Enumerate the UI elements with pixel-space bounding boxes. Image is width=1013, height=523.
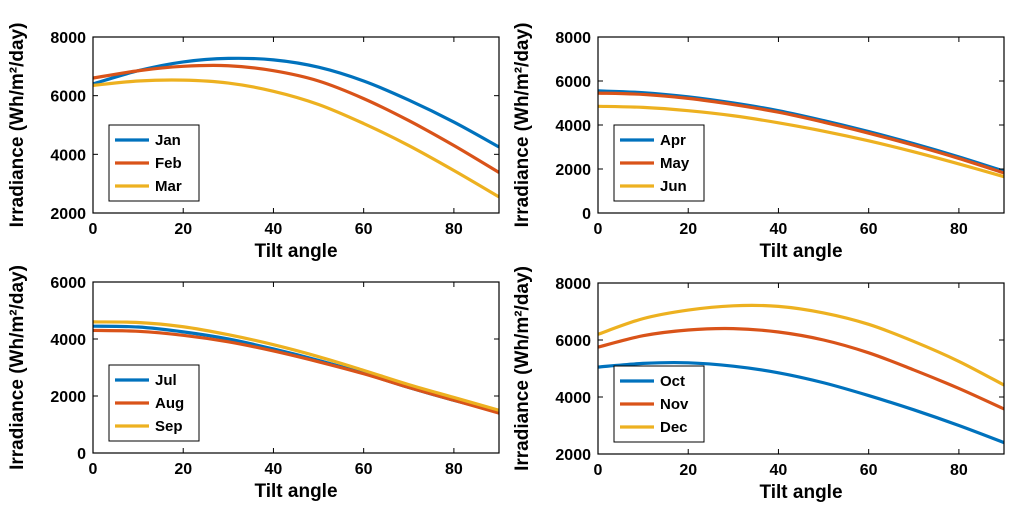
legend-entry-jun: Jun bbox=[660, 178, 687, 195]
x-tick-label: 80 bbox=[950, 462, 968, 479]
legend: Jul Aug Sep bbox=[108, 364, 200, 442]
x-tick-label: 80 bbox=[445, 221, 463, 238]
legend-entry-may: May bbox=[660, 155, 690, 172]
plot-frame bbox=[92, 281, 500, 454]
series-line-nov bbox=[598, 326, 1004, 411]
y-tick-label: 6000 bbox=[555, 74, 591, 91]
legend: Oct Nov Dec bbox=[613, 365, 705, 443]
x-tick-label: 40 bbox=[265, 461, 283, 478]
legend-entry-sep: Sep bbox=[155, 418, 183, 435]
x-tick-label: 60 bbox=[355, 221, 373, 238]
x-axis-label: Tilt angle bbox=[254, 481, 337, 502]
plot-frame bbox=[597, 282, 1005, 455]
x-tick-label: 20 bbox=[174, 221, 192, 238]
legend-entry-nov: Nov bbox=[660, 396, 689, 413]
x-axis-label: Tilt angle bbox=[254, 241, 337, 262]
x-axis-label: Tilt angle bbox=[759, 482, 842, 503]
y-tick-label: 6000 bbox=[50, 275, 86, 292]
series-line-dec bbox=[598, 303, 1004, 387]
x-tick-label: 40 bbox=[770, 221, 788, 238]
y-axis-label: Irradiance (Wh/m²/day) bbox=[7, 265, 28, 470]
series-line-jun bbox=[598, 104, 1004, 179]
legend: Jan Feb Mar bbox=[108, 124, 200, 202]
series-line-oct bbox=[598, 360, 1004, 445]
y-tick-label: 4000 bbox=[50, 147, 86, 164]
y-tick-label: 6000 bbox=[555, 333, 591, 350]
series-line-feb bbox=[93, 63, 499, 174]
legend-entry-jan: Jan bbox=[155, 132, 181, 149]
x-tick-label: 0 bbox=[89, 461, 98, 478]
series-line-may bbox=[598, 91, 1004, 175]
legend-entry-dec: Dec bbox=[660, 419, 688, 436]
x-tick-label: 0 bbox=[594, 221, 603, 238]
y-tick-label: 4000 bbox=[555, 390, 591, 407]
series-line-sep bbox=[93, 320, 499, 412]
x-tick-label: 60 bbox=[860, 462, 878, 479]
x-tick-label: 80 bbox=[950, 221, 968, 238]
x-tick-label: 40 bbox=[770, 462, 788, 479]
chart-panel-1: 0 20 40 60 80 2000 4000 6000 8000 Tilt angle Irrad… bbox=[7, 23, 500, 262]
y-axis-label: Irradiance (Wh/m²/day) bbox=[512, 266, 533, 471]
chart-panel-4: 0 20 40 60 80 2000 4000 6000 8000 Tilt angle Irrad… bbox=[512, 266, 1005, 503]
x-tick-label: 80 bbox=[445, 461, 463, 478]
y-tick-label: 4000 bbox=[555, 118, 591, 135]
legend-entry-oct: Oct bbox=[660, 373, 685, 390]
x-tick-label: 20 bbox=[679, 221, 697, 238]
y-tick-label: 8000 bbox=[555, 276, 591, 293]
legend-entry-apr: Apr bbox=[660, 132, 686, 149]
y-tick-label: 6000 bbox=[50, 89, 86, 106]
y-tick-label: 0 bbox=[582, 206, 591, 223]
series-line-mar bbox=[93, 78, 499, 199]
legend-entry-feb: Feb bbox=[155, 155, 182, 172]
legend-entry-mar: Mar bbox=[155, 178, 182, 195]
plot-frame bbox=[92, 36, 500, 214]
x-tick-label: 0 bbox=[594, 462, 603, 479]
x-tick-label: 60 bbox=[860, 221, 878, 238]
y-tick-label: 4000 bbox=[50, 332, 86, 349]
x-tick-label: 40 bbox=[265, 221, 283, 238]
y-tick-label: 8000 bbox=[50, 30, 86, 47]
y-tick-label: 0 bbox=[77, 446, 86, 463]
chart-panel-2: 0 20 40 60 80 0 2000 4000 6000 8000 Tilt angle Irra… bbox=[512, 23, 1005, 262]
legend: Apr May Jun bbox=[613, 124, 705, 202]
series-line-aug bbox=[93, 328, 499, 415]
series-line-jan bbox=[93, 56, 499, 149]
y-tick-label: 2000 bbox=[555, 447, 591, 464]
y-axis-label: Irradiance (Wh/m²/day) bbox=[7, 23, 28, 228]
x-tick-label: 0 bbox=[89, 221, 98, 238]
x-axis-label: Tilt angle bbox=[759, 241, 842, 262]
x-tick-label: 20 bbox=[174, 461, 192, 478]
chart-panel-3: 0 20 40 60 80 0 2000 4000 6000 Tilt angle Irradian… bbox=[7, 265, 500, 502]
y-tick-label: 2000 bbox=[555, 162, 591, 179]
y-axis-label: Irradiance (Wh/m²/day) bbox=[512, 23, 533, 228]
x-tick-label: 60 bbox=[355, 461, 373, 478]
y-tick-label: 2000 bbox=[50, 206, 86, 223]
legend-entry-jul: Jul bbox=[155, 372, 177, 389]
x-tick-label: 20 bbox=[679, 462, 697, 479]
legend-entry-aug: Aug bbox=[155, 395, 184, 412]
y-tick-label: 8000 bbox=[555, 30, 591, 47]
y-tick-label: 2000 bbox=[50, 389, 86, 406]
